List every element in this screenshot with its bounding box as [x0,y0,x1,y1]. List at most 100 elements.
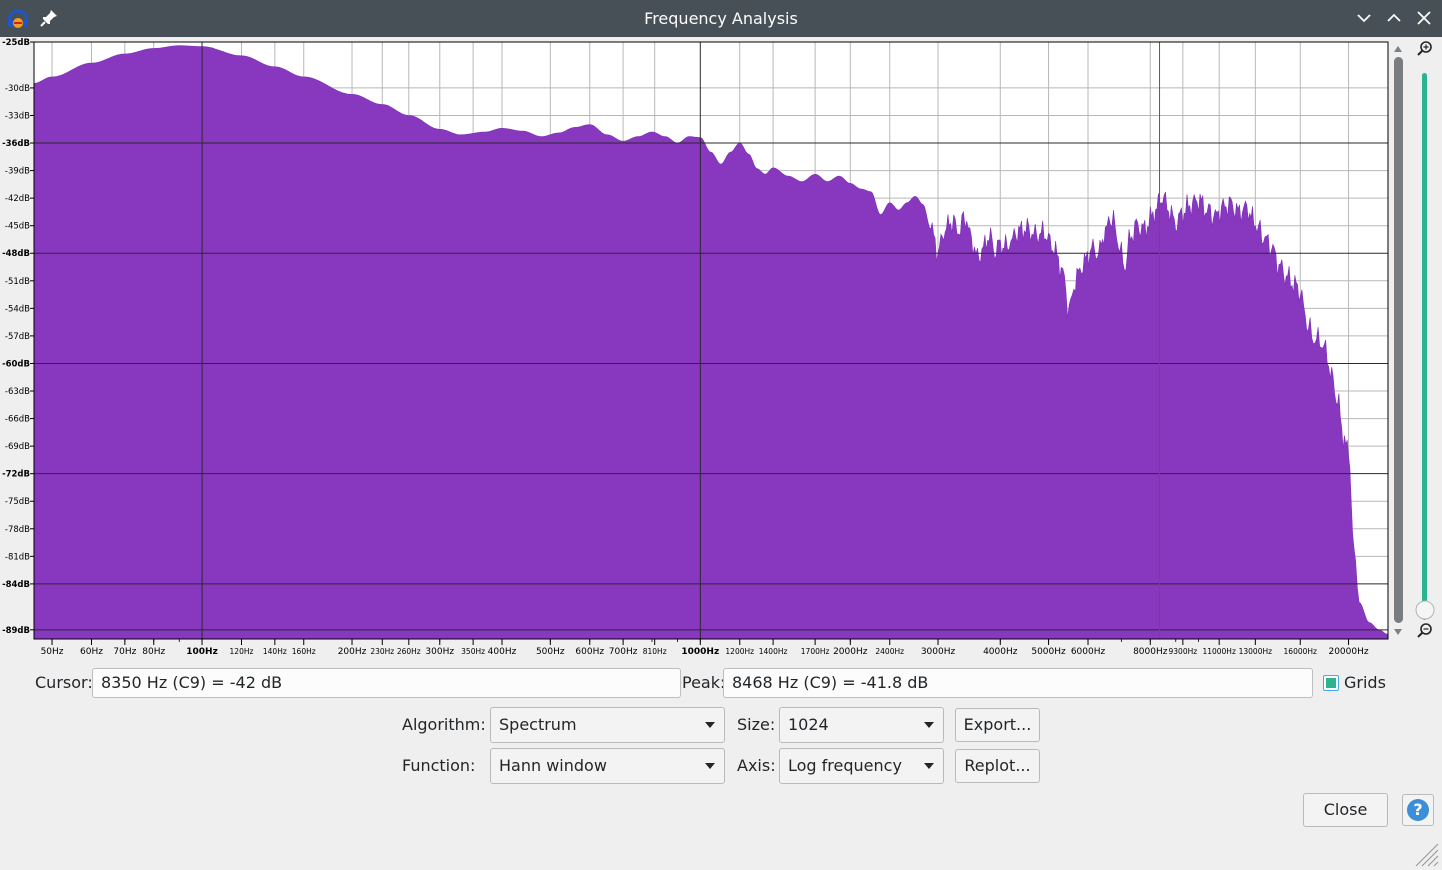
y-tick-label: -72dB [2,470,30,480]
close-button[interactable]: Close [1303,793,1388,827]
axis-value: Log frequency [788,756,902,775]
cursor-field[interactable]: 8350 Hz (C9) = -42 dB [92,668,681,698]
x-tick-label: 160Hz [292,647,316,656]
peak-label: Peak: [682,673,726,692]
y-tick-label: -45dB [5,222,30,232]
y-tick-label: -60dB [2,359,30,369]
x-tick-label: 810Hz [643,647,667,656]
x-tick-label: 70Hz [113,647,136,657]
chevron-up-icon[interactable] [1382,7,1406,29]
zoom-slider-handle[interactable] [1415,600,1435,620]
x-tick-label: 500Hz [536,647,565,657]
x-tick-label: 11000Hz [1202,647,1235,656]
x-tick-label: 1700Hz [801,647,830,656]
pin-icon[interactable] [37,6,61,30]
x-tick-label: 1400Hz [759,647,788,656]
y-tick-label: -36dB [2,139,30,149]
vertical-scrollbar[interactable] [1394,46,1403,635]
chevron-down-icon [924,763,934,769]
x-tick-label: 20000Hz [1328,647,1368,657]
y-tick-label: -75dB [5,497,30,507]
y-tick-label: -25dB [2,38,30,48]
size-value: 1024 [788,715,829,734]
replot-button[interactable]: Replot... [955,749,1040,783]
function-value: Hann window [499,756,607,775]
x-tick-label: 5000Hz [1031,647,1066,657]
function-label: Function: [402,756,476,775]
resize-grip-icon[interactable] [1412,840,1440,868]
y-tick-label: -48dB [2,249,30,259]
zoom-in-icon[interactable] [1417,41,1432,56]
x-axis: 50Hz 60Hz 70Hz 80Hz 100Hz 120Hz 140Hz 160Hz 200H… [41,639,1369,657]
x-tick-label: 16000Hz [1284,647,1317,656]
y-tick-label: -78dB [5,525,30,535]
x-tick-label: 350Hz [461,647,485,656]
grids-checkbox[interactable] [1323,675,1339,691]
y-tick-label: -57dB [5,332,30,342]
chevron-down-icon [924,722,934,728]
grids-label[interactable]: Grids [1344,673,1386,692]
y-tick-label: -42dB [5,194,30,204]
x-tick-label: 13000Hz [1239,647,1272,656]
y-tick-label: -39dB [5,167,30,177]
y-tick-label: -89dB [2,626,30,636]
x-tick-label: 400Hz [488,647,517,657]
zoom-slider-track[interactable] [1422,73,1427,620]
x-tick-label: 300Hz [425,647,454,657]
peak-field[interactable]: 8468 Hz (C9) = -41.8 dB [723,668,1313,698]
frequency-graph[interactable]: -25dB -30dB -33dB -36dB -39dB -42dB -45dB -48dB… [0,37,1442,662]
size-label: Size: [737,715,776,734]
y-tick-label: -33dB [5,111,30,121]
x-tick-label: 60Hz [80,647,103,657]
size-select[interactable]: 1024 [779,707,944,743]
y-axis: -25dB -30dB -33dB -36dB -39dB -42dB -45dB -48dB… [2,38,34,636]
algorithm-select[interactable]: Spectrum [490,707,725,743]
function-select[interactable]: Hann window [490,748,725,784]
x-tick-label: 2000Hz [833,647,868,657]
help-icon: ? [1407,799,1429,821]
y-tick-label: -30dB [5,84,30,94]
help-button[interactable]: ? [1402,794,1434,826]
x-tick-label: 100Hz [186,647,218,657]
grids-checkbox-check [1326,678,1336,688]
x-tick-label: 1000Hz [681,647,719,657]
x-tick-label: 230Hz [370,647,394,656]
x-tick-label: 4000Hz [983,647,1018,657]
x-tick-label: 80Hz [142,647,165,657]
y-tick-label: -66dB [5,415,30,425]
chevron-down-icon [705,722,715,728]
algorithm-value: Spectrum [499,715,577,734]
close-icon[interactable] [1412,7,1436,29]
algorithm-label: Algorithm: [402,715,486,734]
y-tick-label: -51dB [5,277,30,287]
x-tick-label: 50Hz [41,647,64,657]
window-title: Frequency Analysis [644,9,798,28]
axis-select[interactable]: Log frequency [779,748,944,784]
x-tick-label: 8000Hz [1133,647,1168,657]
x-tick-label: 2400Hz [875,647,904,656]
x-tick-label: 120Hz [230,647,254,656]
title-bar: Frequency Analysis [0,0,1442,37]
x-tick-label: 6000Hz [1071,647,1106,657]
x-tick-label: 200Hz [338,647,367,657]
chevron-down-icon [705,763,715,769]
x-tick-label: 700Hz [609,647,638,657]
audacity-logo-icon[interactable] [6,6,30,30]
y-tick-label: -84dB [2,580,30,590]
chevron-down-icon[interactable] [1352,7,1376,29]
x-tick-label: 1200Hz [725,647,754,656]
export-button[interactable]: Export... [955,708,1040,742]
y-tick-label: -54dB [5,304,30,314]
x-tick-label: 3000Hz [921,647,956,657]
y-tick-label: -81dB [5,552,30,562]
x-tick-label: 260Hz [397,647,421,656]
x-tick-label: 9300Hz [1169,647,1198,656]
x-tick-label: 140Hz [263,647,287,656]
y-tick-label: -63dB [5,387,30,397]
spectrum-area [33,45,1389,640]
x-tick-label: 600Hz [575,647,604,657]
cursor-label: Cursor: [35,673,93,692]
zoom-out-icon[interactable] [1417,623,1432,638]
axis-label: Axis: [737,756,776,775]
y-tick-label: -69dB [5,442,30,452]
